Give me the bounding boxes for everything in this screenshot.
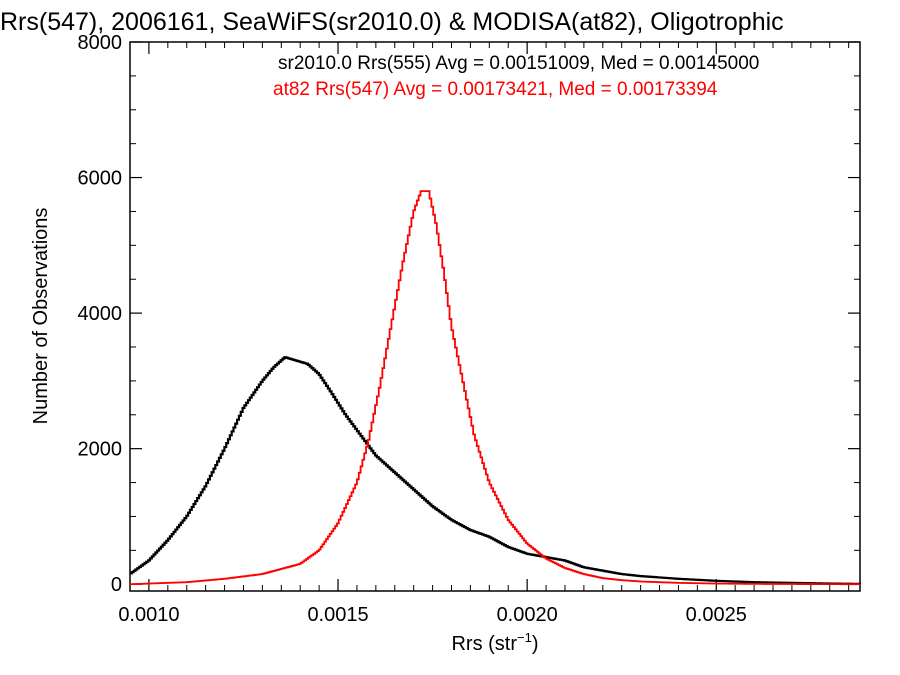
plot-area-border <box>129 41 861 592</box>
x-axis-ticks: 0.0010 0.0015 0.0020 0.0025 <box>118 42 850 626</box>
series-line-0 <box>130 356 861 585</box>
series-line-1 <box>130 190 860 586</box>
x-tick-label-2: 0.0020 <box>497 604 558 626</box>
chart-title: Rrs(547), 2006161, SeaWiFS(sr2010.0) & M… <box>0 8 784 36</box>
x-tick-label-0: 0.0010 <box>118 604 179 626</box>
legend-entry-sr2010: sr2010.0 Rrs(555) Avg = 0.00151009, Med … <box>278 53 759 74</box>
x-tick-label-1: 0.0015 <box>307 604 368 626</box>
y-tick-label-3: 6000 <box>78 168 123 190</box>
y-axis-ticks: 0 2000 4000 6000 8000 <box>78 32 860 596</box>
x-tick-label-3: 0.0025 <box>686 604 747 626</box>
series-group <box>130 190 861 586</box>
y-axis-label: Number of Observations <box>30 208 52 425</box>
y-tick-label-4: 8000 <box>78 32 123 54</box>
plot-frame <box>129 41 861 592</box>
y-tick-label-2: 4000 <box>78 303 123 325</box>
x-axis-label: Rrs (str−1) <box>451 630 538 655</box>
legend-entry-at82: at82 Rrs(547) Avg = 0.00173421, Med = 0.… <box>273 79 718 100</box>
y-tick-label-0: 0 <box>111 574 122 596</box>
y-tick-label-1: 2000 <box>78 439 123 461</box>
